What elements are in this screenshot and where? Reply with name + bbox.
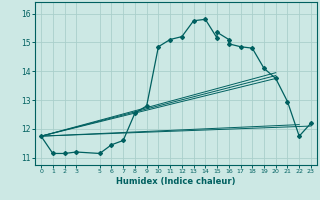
- X-axis label: Humidex (Indice chaleur): Humidex (Indice chaleur): [116, 177, 236, 186]
